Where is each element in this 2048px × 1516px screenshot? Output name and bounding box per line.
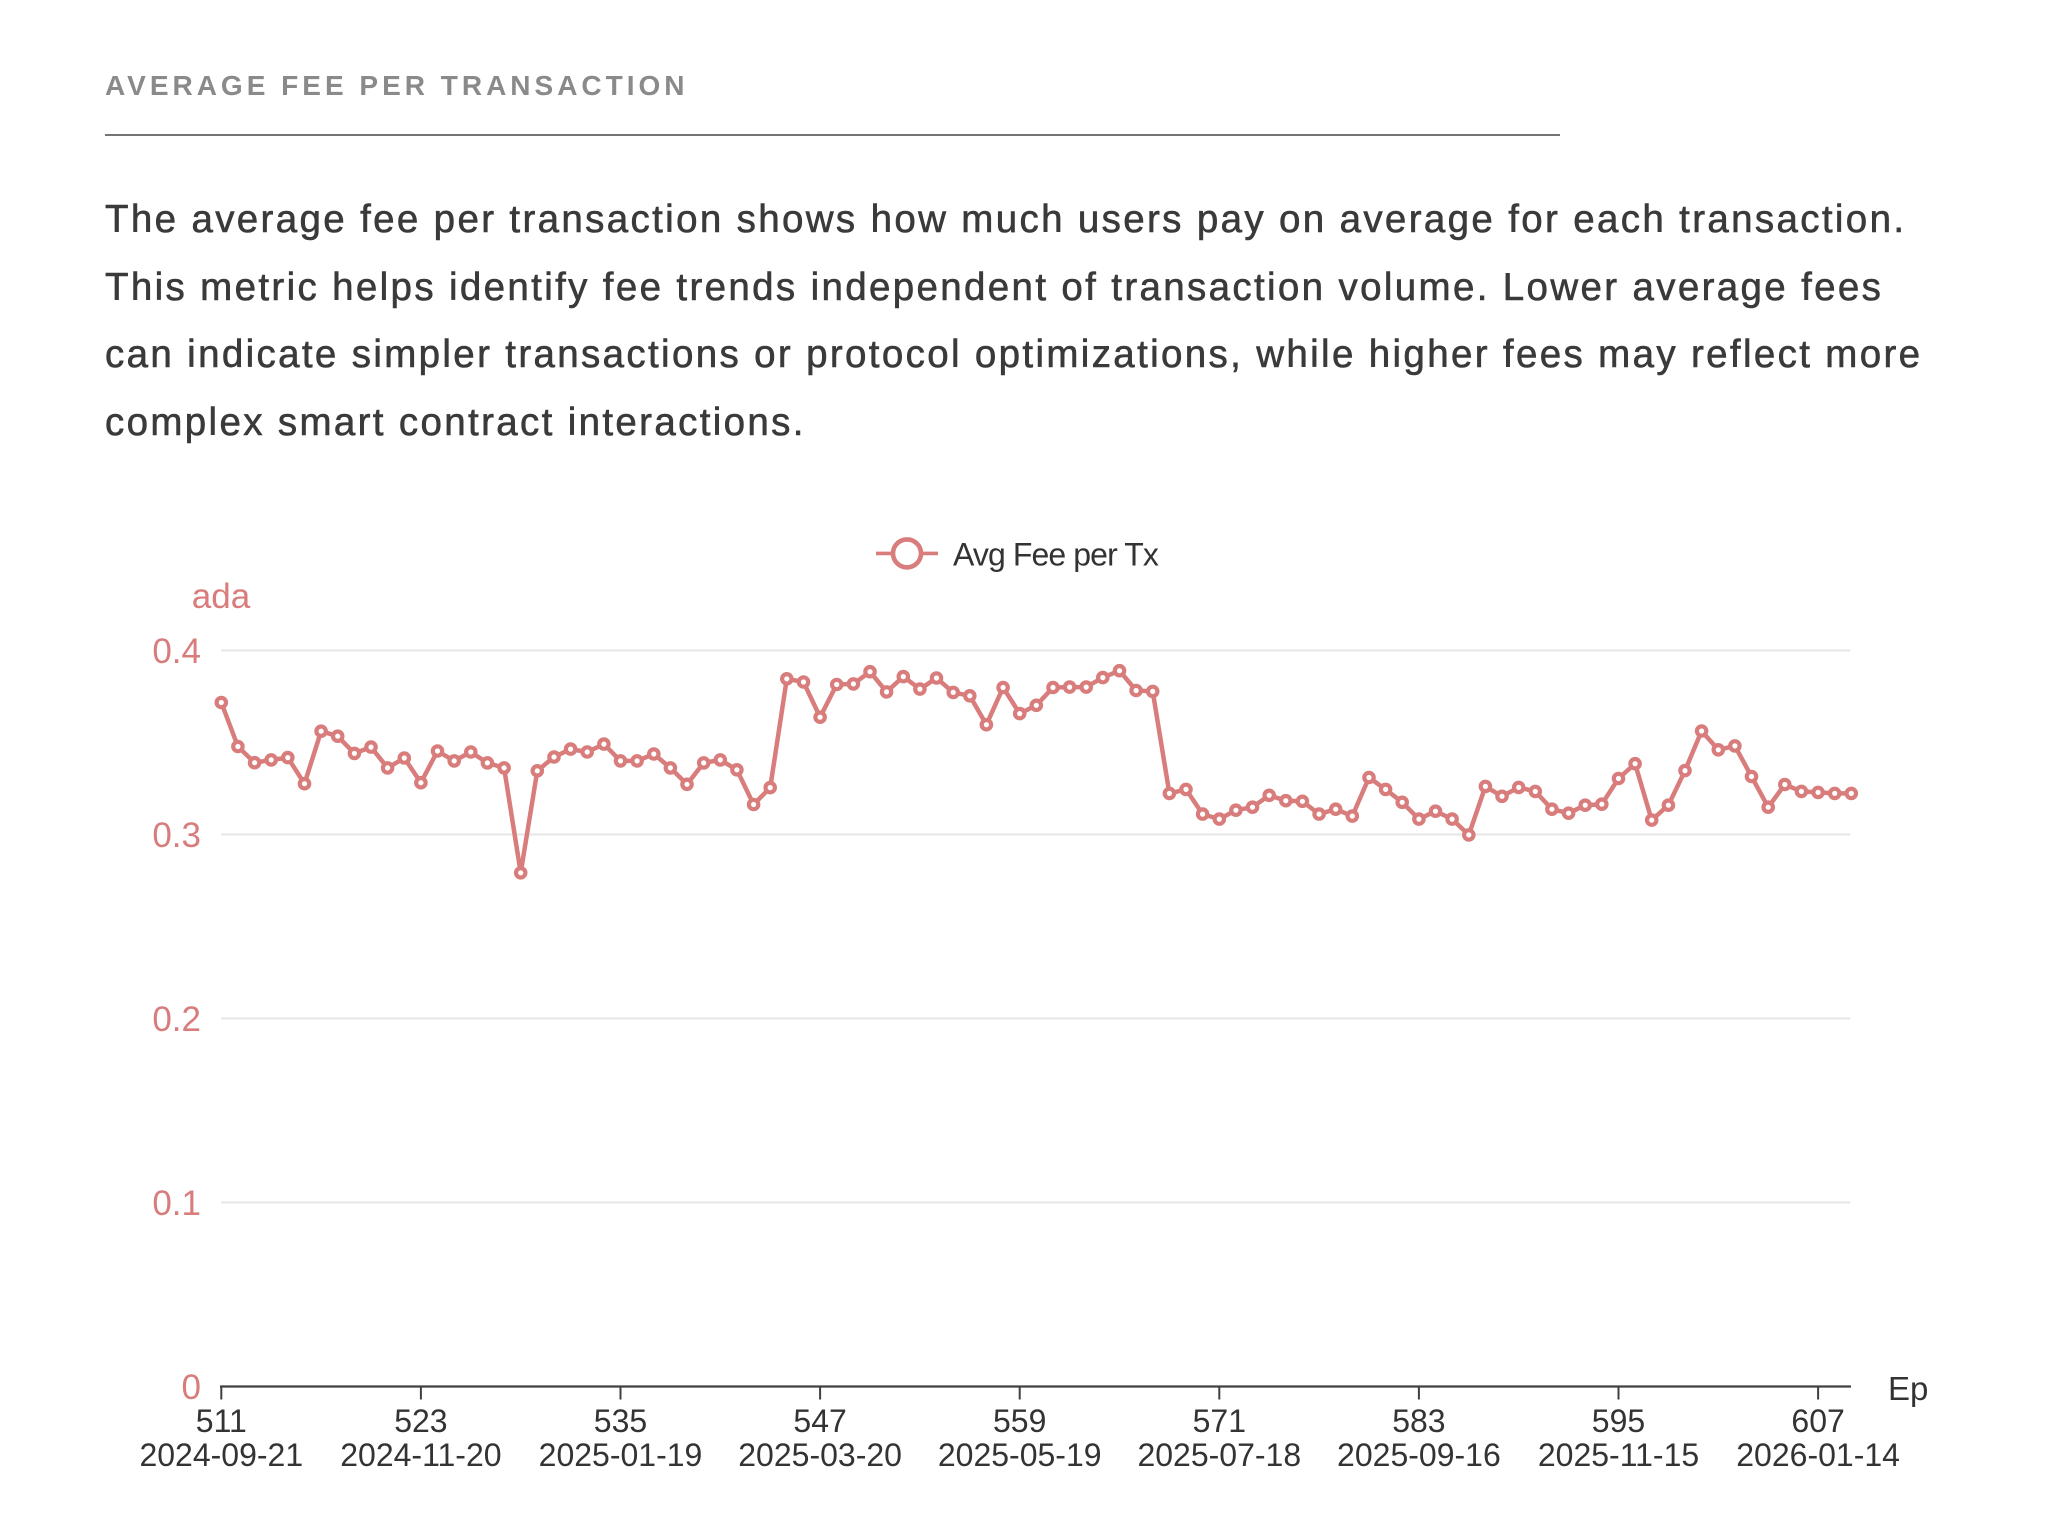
svg-text:511: 511 <box>196 1403 247 1439</box>
svg-text:0.3: 0.3 <box>152 816 201 855</box>
svg-text:0.4: 0.4 <box>152 632 201 671</box>
svg-text:0.1: 0.1 <box>152 1184 201 1223</box>
svg-text:2025-05-19: 2025-05-19 <box>938 1437 1102 1473</box>
svg-text:2026-01-14: 2026-01-14 <box>1736 1437 1900 1473</box>
svg-text:Avg Fee per Tx: Avg Fee per Tx <box>953 537 1159 573</box>
svg-text:2024-11-20: 2024-11-20 <box>340 1437 501 1473</box>
svg-text:547: 547 <box>793 1403 846 1439</box>
svg-text:2025-07-18: 2025-07-18 <box>1137 1437 1301 1473</box>
svg-text:Ep: Ep <box>1888 1370 1928 1407</box>
svg-text:571: 571 <box>1193 1403 1246 1439</box>
svg-text:595: 595 <box>1592 1403 1645 1439</box>
svg-text:2025-09-16: 2025-09-16 <box>1337 1437 1501 1473</box>
svg-text:2025-03-20: 2025-03-20 <box>738 1437 902 1473</box>
svg-text:535: 535 <box>594 1403 647 1439</box>
svg-text:ada: ada <box>192 577 251 616</box>
svg-text:2025-11-15: 2025-11-15 <box>1538 1437 1699 1473</box>
svg-text:559: 559 <box>993 1403 1046 1439</box>
svg-text:607: 607 <box>1791 1403 1844 1439</box>
svg-text:0.2: 0.2 <box>152 1000 201 1039</box>
svg-text:523: 523 <box>394 1403 447 1439</box>
svg-text:583: 583 <box>1392 1403 1445 1439</box>
svg-text:2025-01-19: 2025-01-19 <box>539 1437 703 1473</box>
svg-text:2024-09-21: 2024-09-21 <box>139 1437 303 1473</box>
svg-text:0: 0 <box>182 1368 201 1407</box>
